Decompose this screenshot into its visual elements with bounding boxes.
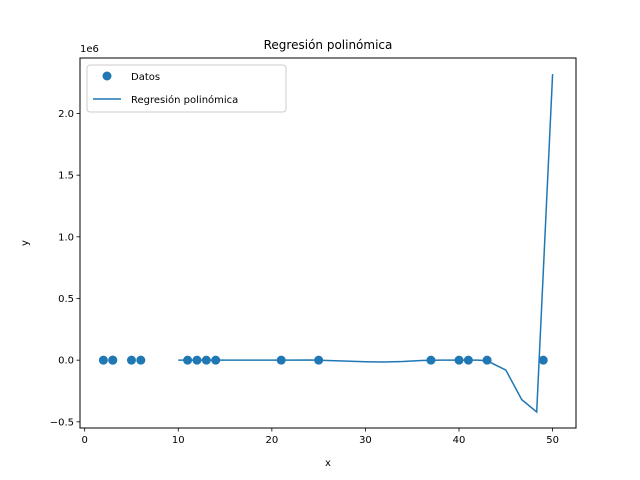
x-tick-label: 30 — [359, 435, 372, 446]
data-point — [108, 355, 118, 365]
data-point — [98, 355, 108, 365]
y-tick-label: −0.5 — [50, 417, 74, 428]
data-point — [276, 355, 286, 365]
data-point — [463, 355, 473, 365]
y-offset-text: 1e6 — [80, 44, 99, 55]
legend-marker-datos — [102, 71, 112, 81]
data-point — [482, 355, 492, 365]
legend-box — [86, 64, 287, 113]
x-axis-ticks: 0 10 20 30 40 50 — [81, 428, 559, 446]
plot-frame — [79, 57, 577, 429]
legend-label-datos: Datos — [131, 72, 160, 83]
data-point — [126, 355, 136, 365]
y-axis-label: y — [20, 240, 31, 246]
legend-label-regresion: Regresión polinómica — [131, 94, 238, 106]
x-tick-label: 0 — [81, 435, 87, 446]
x-tick-label: 40 — [453, 435, 466, 446]
legend: Datos Regresión polinómica — [86, 64, 287, 113]
x-axis-label: x — [325, 458, 331, 469]
y-tick-label: 2.0 — [58, 109, 74, 120]
y-axis-ticks: −0.5 0.0 0.5 1.0 1.5 2.0 — [50, 109, 80, 428]
data-point — [211, 355, 221, 365]
y-tick-label: 1.0 — [58, 232, 74, 243]
data-point — [201, 355, 211, 365]
x-tick-label: 50 — [546, 435, 559, 446]
regression-line — [178, 73, 554, 414]
plot-area — [80, 58, 576, 428]
data-point — [314, 355, 324, 365]
data-point — [192, 355, 202, 365]
data-point — [426, 355, 436, 365]
x-tick-label: 10 — [172, 435, 185, 446]
y-tick-label: 0.5 — [58, 294, 74, 305]
y-tick-label: 0.0 — [58, 356, 74, 367]
data-point — [183, 355, 193, 365]
chart-title: Regresión polinómica — [264, 38, 393, 52]
data-point — [454, 355, 464, 365]
data-point — [538, 355, 548, 365]
data-point — [136, 355, 146, 365]
data-marks — [98, 73, 554, 414]
y-tick-label: 1.5 — [58, 171, 74, 182]
x-tick-label: 20 — [265, 435, 278, 446]
